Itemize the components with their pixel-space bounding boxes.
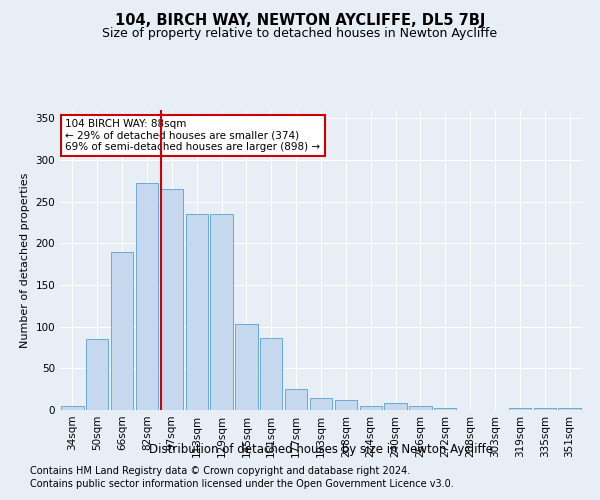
Bar xyxy=(86,339,109,410)
Bar xyxy=(434,408,457,410)
Bar xyxy=(509,408,531,410)
Bar xyxy=(310,398,332,410)
Text: Contains HM Land Registry data © Crown copyright and database right 2024.: Contains HM Land Registry data © Crown c… xyxy=(30,466,410,476)
Bar xyxy=(335,400,357,410)
Text: Distribution of detached houses by size in Newton Aycliffe: Distribution of detached houses by size … xyxy=(149,442,493,456)
Bar xyxy=(211,214,233,410)
Bar xyxy=(235,324,257,410)
Bar xyxy=(61,406,83,410)
Bar xyxy=(136,182,158,410)
Bar xyxy=(260,338,283,410)
Bar xyxy=(559,408,581,410)
Bar xyxy=(285,389,307,410)
Bar xyxy=(385,404,407,410)
Bar xyxy=(409,406,431,410)
Bar xyxy=(185,214,208,410)
Text: 104, BIRCH WAY, NEWTON AYCLIFFE, DL5 7BJ: 104, BIRCH WAY, NEWTON AYCLIFFE, DL5 7BJ xyxy=(115,12,485,28)
Text: Contains public sector information licensed under the Open Government Licence v3: Contains public sector information licen… xyxy=(30,479,454,489)
Y-axis label: Number of detached properties: Number of detached properties xyxy=(20,172,30,348)
Bar xyxy=(161,189,183,410)
Text: 104 BIRCH WAY: 88sqm
← 29% of detached houses are smaller (374)
69% of semi-deta: 104 BIRCH WAY: 88sqm ← 29% of detached h… xyxy=(65,119,320,152)
Bar xyxy=(359,406,382,410)
Text: Size of property relative to detached houses in Newton Aycliffe: Size of property relative to detached ho… xyxy=(103,28,497,40)
Bar xyxy=(111,252,133,410)
Bar xyxy=(533,408,556,410)
